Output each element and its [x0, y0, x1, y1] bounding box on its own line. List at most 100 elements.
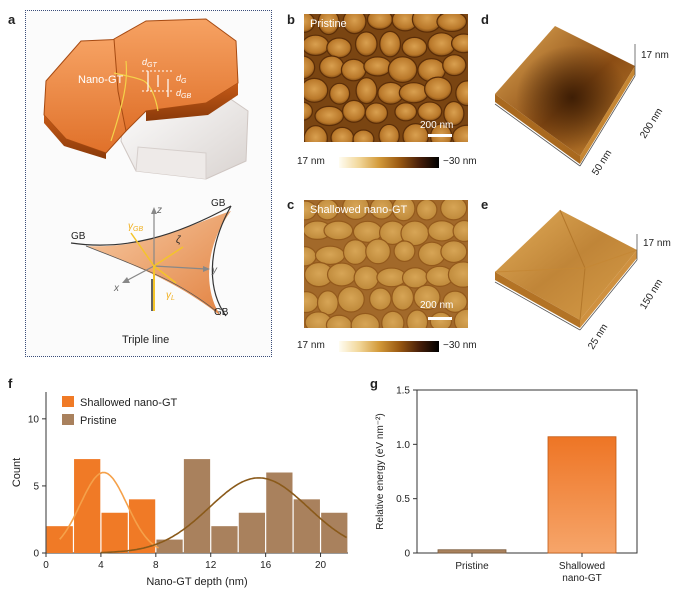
afm-grain [447, 261, 468, 288]
afm-grain [440, 240, 468, 264]
plot-frame [416, 389, 638, 554]
fit-curve-pristine [100, 477, 347, 554]
afm-grain [316, 290, 339, 316]
panel-letter-c: c [287, 197, 295, 212]
y-tick-label: 0 [33, 549, 39, 560]
afm-grain [350, 312, 381, 328]
category-label: nano-GT [562, 573, 601, 584]
panel-letter-f: f [8, 376, 13, 391]
afm-grain [326, 262, 357, 287]
afm-grain [391, 200, 416, 222]
x-tick-label: 16 [260, 560, 272, 571]
axis-x-label: x [113, 283, 120, 294]
scale-bar-c [428, 317, 452, 320]
histogram-bar-pristine [238, 512, 266, 553]
grain-schematic: Nano-GT dGT dG dGB z y x GB GB GB γGB γL… [43, 18, 249, 346]
afm-grain [381, 310, 405, 328]
afm-grain [342, 200, 370, 221]
afm-grain [427, 220, 457, 242]
afm-grain [341, 99, 366, 123]
schematic-panel: Nano-GT dGT dG dGB z y x GB GB GB γGB γL… [25, 10, 272, 357]
surface-3d-pristine: 17 nm 200 nm 50 nm [494, 26, 669, 178]
afm-grain [453, 308, 468, 328]
afm-grain [401, 36, 428, 58]
panel-letter-b: b [287, 12, 295, 27]
scale-bar-b [428, 134, 452, 137]
axis-y-label: y [211, 265, 218, 276]
afm-grain [352, 129, 375, 142]
afm-grain [318, 55, 345, 79]
afm-grain [304, 34, 330, 57]
gb-label-bottom: GB [214, 307, 229, 318]
afm-grain [328, 82, 351, 105]
afm-grain [304, 14, 316, 33]
grain-label: Nano-GT [78, 74, 124, 86]
histogram-bar-pristine [266, 472, 293, 553]
colorbar-b-min: 17 nm [297, 156, 325, 167]
colorbar-c-min: 17 nm [297, 340, 325, 351]
svg-text:dGT: dGT [142, 57, 157, 69]
afm-grain [442, 290, 468, 313]
svg-text:dGB: dGB [176, 88, 191, 100]
afm-grain [304, 101, 314, 121]
gb-label-top: GB [211, 198, 226, 209]
y-tick-label: 0 [404, 549, 410, 560]
x-axis-title: Nano-GT depth (nm) [146, 576, 247, 588]
panel-letter-g: g [370, 376, 378, 391]
histogram-depth: 0 4 8 12 16 20 0 5 10 Nano-GT depth (nm) Count Shal… [11, 392, 348, 588]
afm-texture-pristine [304, 14, 468, 142]
afm-grain [413, 284, 441, 311]
afm-grain [391, 284, 415, 311]
afm-grain [304, 77, 329, 103]
afm-grain [369, 287, 392, 311]
triple-line-caption: Triple line [122, 334, 169, 346]
histogram-bar-pristine [156, 539, 183, 553]
energy-bar [547, 436, 617, 554]
afm-grain [417, 101, 443, 122]
surface-e-axis2: 25 nm [586, 322, 610, 351]
afm-grain [443, 100, 465, 127]
afm-grain [424, 76, 453, 102]
afm-grain [452, 219, 468, 243]
afm-grain [330, 126, 355, 142]
afm-title-shallowed: Shallowed nano-GT [310, 204, 408, 216]
surface-d-axis2: 50 nm [590, 148, 614, 177]
colorbar-b-max: −30 nm [443, 156, 477, 167]
afm-grain [314, 105, 345, 127]
afm-grain [355, 77, 378, 105]
y-axis-title: Relative energy (eV nm⁻²) [375, 413, 386, 529]
y-tick-label: 1.0 [396, 440, 410, 451]
afm-image-shallowed: Shallowed nano-GT 200 nm [304, 200, 468, 328]
legend-label: Shallowed nano-GT [80, 397, 178, 409]
surface-e-z: 17 nm [643, 238, 671, 249]
panel-letter-d: d [481, 12, 489, 27]
surface-d-axis1: 200 nm [638, 106, 665, 140]
afm-texture-shallowed [304, 200, 468, 328]
surface-e-axis1: 150 nm [638, 277, 665, 311]
x-tick-label: 8 [153, 560, 159, 571]
afm-grain [342, 14, 367, 35]
axis-z-label: z [156, 205, 162, 216]
histogram-bar-shallowed [128, 499, 156, 553]
svg-text:γL: γL [166, 290, 175, 302]
orange-grain-left [43, 38, 127, 154]
afm-image-pristine: Pristine 200 nm [304, 14, 468, 142]
y-axis-title: Count [11, 458, 23, 487]
histogram-bar-shallowed [101, 512, 128, 553]
afm-grain [314, 245, 346, 266]
afm-grain [394, 102, 418, 122]
afm-grain [378, 123, 400, 142]
panel-letter-a: a [8, 12, 16, 27]
afm-grain [354, 31, 378, 57]
histogram-bar-pristine [321, 512, 348, 553]
histogram-bar-pristine [293, 499, 320, 553]
legend-swatch [62, 414, 74, 425]
afm-grain [429, 311, 453, 328]
svg-text:γGB: γGB [128, 221, 143, 233]
afm-title-pristine: Pristine [310, 18, 347, 30]
zeta-label: ζ [176, 235, 182, 246]
afm-grain [342, 239, 368, 265]
legend-swatch [62, 396, 74, 407]
histogram-bar-pristine [183, 459, 211, 553]
scale-text-c: 200 nm [420, 300, 454, 311]
